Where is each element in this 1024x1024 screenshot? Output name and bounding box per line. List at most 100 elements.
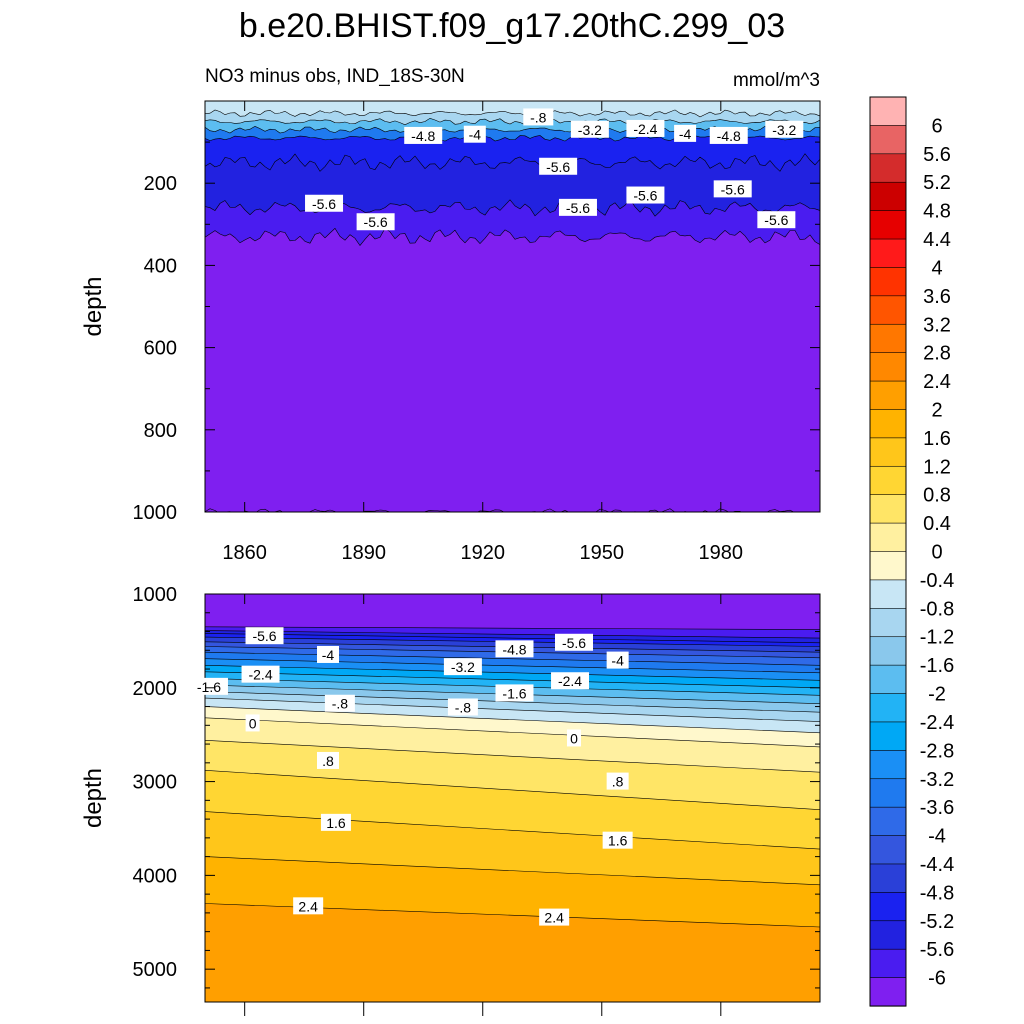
lower-contour-label: 0 [245, 714, 260, 732]
colorbar-swatch [869, 806, 907, 837]
lower-contour-line [205, 651, 820, 666]
colorbar-label: -2.4 [920, 712, 954, 734]
colorbar-swatch [869, 295, 907, 325]
colorbar-swatch [869, 551, 907, 581]
lower-frame [204, 593, 821, 1003]
upper-contour-label: -3.2 [765, 120, 804, 138]
lower-band [205, 594, 820, 630]
colorbar-swatch [869, 522, 907, 553]
lower-contour-label: 0 [567, 729, 581, 747]
svg-text:-2.4: -2.4 [558, 673, 582, 689]
svg-text:-4: -4 [322, 647, 335, 663]
colorbar-swatch [869, 948, 907, 979]
svg-text:0: 0 [249, 715, 257, 731]
lower-contour-line [205, 856, 820, 886]
lower-contour-line [205, 665, 820, 681]
svg-text:-3.2: -3.2 [578, 122, 602, 138]
colorbar-label: -0.4 [920, 570, 954, 592]
xtick-label: 1860 [222, 542, 267, 564]
colorbar-swatch [869, 125, 907, 155]
upper-contour-label: -4.8 [404, 126, 443, 144]
svg-text:-.8: -.8 [332, 696, 349, 712]
lower-contour-label: -5.6 [555, 633, 593, 651]
colorbar-swatch [869, 863, 907, 893]
colorbar-swatch [869, 437, 907, 467]
lower-contour-label: .8 [606, 772, 629, 790]
xtick-label: 1920 [460, 542, 505, 564]
lower-ytick-label: 2000 [133, 678, 178, 700]
upper-contour-label: -5.6 [626, 186, 665, 204]
colorbar-label: 4.4 [923, 229, 951, 251]
upper-ylabel: depth [80, 276, 107, 336]
colorbar-swatch [869, 579, 907, 609]
lower-ytick-label: 5000 [133, 959, 178, 981]
colorbar-label: -0.8 [920, 598, 954, 620]
svg-text:-4.8: -4.8 [411, 128, 435, 144]
lower-ytick-label: 3000 [133, 772, 178, 794]
colorbar-label: -6 [928, 968, 946, 990]
figure-title: b.e20.BHIST.f09_g17.20thC.299_03 [239, 7, 785, 45]
svg-text:-4.8: -4.8 [717, 128, 741, 144]
lower-contour-line [205, 740, 820, 773]
svg-text:-5.6: -5.6 [562, 635, 586, 651]
colorbar-swatch [869, 721, 907, 751]
colorbar-swatch [869, 153, 907, 183]
svg-text:1.6: 1.6 [608, 833, 628, 849]
colorbar-label: 0.8 [923, 485, 951, 507]
colorbar-label: -4 [928, 826, 946, 848]
svg-text:-2.4: -2.4 [633, 121, 657, 137]
svg-text:.8: .8 [322, 753, 334, 769]
upper-contour-label: -5.6 [558, 198, 597, 216]
upper-contour-label: -5.6 [539, 157, 578, 175]
svg-text:-5.6: -5.6 [566, 200, 590, 216]
upper-ytick-label: 600 [144, 338, 177, 360]
svg-text:-3.2: -3.2 [451, 659, 475, 675]
lower-contour-label: -4.8 [495, 640, 534, 658]
lower-contour-line [205, 770, 820, 810]
colorbar-label: 5.2 [923, 172, 951, 194]
colorbar-swatch [869, 352, 907, 382]
colorbar-swatch [869, 210, 907, 240]
colorbar-label: 3.2 [923, 314, 951, 336]
colorbar-swatch [869, 181, 907, 212]
lower-contour-line [205, 691, 820, 713]
svg-text:-.8: -.8 [455, 699, 472, 715]
colorbar-label: 4 [931, 257, 942, 279]
colorbar-swatch [869, 835, 907, 865]
svg-text:2.4: 2.4 [298, 898, 318, 914]
colorbar-swatch [869, 608, 907, 638]
colorbar-label: 1.2 [923, 456, 951, 478]
colorbar-label: 6 [931, 115, 942, 137]
lower-contour-line [205, 811, 820, 850]
lower-ytick-label: 1000 [133, 584, 178, 606]
lower-contour-line [205, 633, 820, 644]
colorbar-swatch [869, 267, 907, 297]
svg-text:-1.6: -1.6 [197, 679, 221, 695]
lower-contour-label: -1.6 [189, 677, 228, 695]
lower-contour-label: -4 [606, 651, 629, 669]
colorbar: 6 5.6 5.2 4.8 4.4 4 3.6 3.2 2.8 2.4 2 1.6 1.2 0.8 0.4 0… [869, 96, 954, 1007]
lower-contour-label: 2.4 [293, 897, 324, 915]
upper-contour-label: -2.4 [626, 119, 665, 137]
colorbar-swatch [869, 778, 907, 808]
svg-text:-5.6: -5.6 [633, 188, 657, 204]
colorbar-label: 0 [931, 542, 942, 564]
lower-panel: -5.6 -4 -2.4 -1.6 -.8 0 .8 1.6 2.4 -4.8 -5.6 -4 -3.2… [80, 584, 821, 1016]
colorbar-label: -5.2 [920, 911, 954, 933]
subtitle-right: mmol/m^3 [733, 70, 820, 91]
svg-text:2.4: 2.4 [544, 910, 564, 926]
lower-contour-line [205, 671, 820, 689]
svg-text:-5.6: -5.6 [764, 212, 788, 228]
lower-contour-label: 2.4 [539, 908, 570, 926]
svg-text:-5.6: -5.6 [721, 181, 745, 197]
colorbar-label: 2.8 [923, 343, 951, 365]
colorbar-label: -2 [928, 684, 946, 706]
colorbar-label: -4.4 [920, 854, 954, 876]
upper-contour-label: -5.6 [757, 211, 796, 229]
svg-text:1.6: 1.6 [326, 815, 346, 831]
colorbar-swatch [869, 664, 907, 695]
colorbar-swatch [869, 750, 907, 780]
upper-contour-label: -4.8 [709, 126, 748, 144]
colorbar-swatch [869, 380, 907, 411]
subtitle-left: NO3 minus obs, IND_18S-30N [205, 66, 465, 87]
